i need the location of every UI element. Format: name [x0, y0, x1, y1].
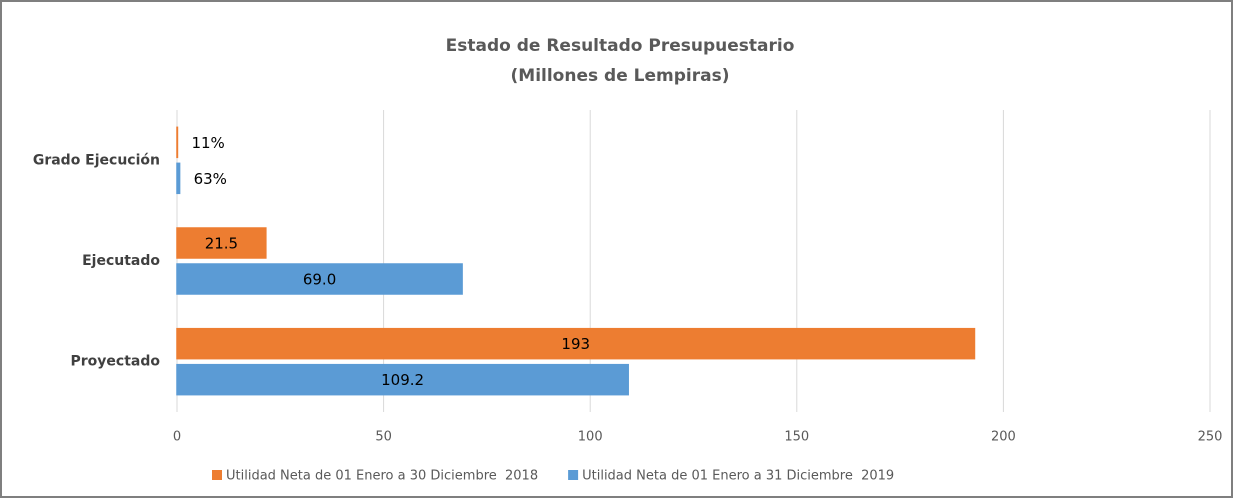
data-label: 69.0: [303, 271, 336, 289]
y-tick-label: Ejecutado: [82, 253, 160, 269]
legend-swatch: [212, 470, 222, 480]
bar: [176, 327, 976, 360]
chart-subtitle: (Millones de Lempiras): [511, 66, 730, 86]
data-label: 11%: [191, 134, 224, 152]
bar: [176, 263, 463, 295]
chart-title: Estado de Resultado Presupuestario: [446, 36, 795, 56]
x-tick-label: 150: [784, 430, 809, 445]
legend-swatch: [568, 470, 579, 480]
y-tick-label: Grado Ejecución: [33, 152, 160, 168]
bar: [176, 363, 629, 396]
bar: [176, 162, 181, 195]
legend-label: Utilidad Neta de 01 Enero a 31 Diciembre…: [582, 469, 894, 484]
data-label: 193: [561, 335, 590, 353]
x-tick-label: 0: [173, 430, 181, 445]
x-tick-label: 250: [1198, 430, 1223, 445]
data-label: 109.2: [381, 371, 424, 389]
data-label: 63%: [194, 170, 227, 188]
data-label: 21.5: [205, 235, 238, 253]
x-tick-label: 100: [578, 430, 603, 445]
x-tick-label: 200: [991, 430, 1016, 445]
y-tick-label: Proyectado: [71, 354, 161, 370]
x-tick-label: 50: [375, 430, 392, 445]
legend-label: Utilidad Neta de 01 Enero a 30 Diciembre…: [226, 469, 538, 484]
bar: [176, 227, 267, 259]
